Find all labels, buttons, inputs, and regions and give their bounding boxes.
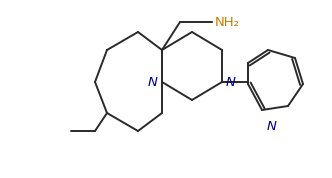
- Text: NH₂: NH₂: [215, 15, 240, 28]
- Text: N: N: [148, 75, 158, 88]
- Text: N: N: [267, 120, 277, 133]
- Text: N: N: [226, 75, 236, 88]
